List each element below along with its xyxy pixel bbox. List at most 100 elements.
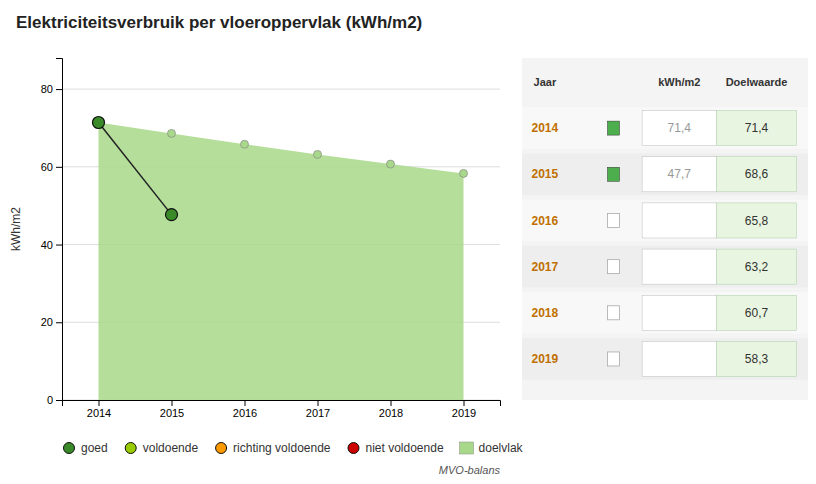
table-swatch <box>608 213 620 227</box>
legend: goed voldoende richting voldoende niet vold… <box>64 441 524 455</box>
y-tick: 0 <box>47 394 62 406</box>
y-axis: 0 20 40 60 80 <box>41 59 63 407</box>
y-tick-label: 60 <box>41 161 53 173</box>
table-swatch <box>608 121 620 135</box>
target-area <box>99 123 464 400</box>
legend-label: goed <box>81 441 108 455</box>
y-tick: 80 <box>41 83 62 95</box>
table-year: 2015 <box>532 167 559 181</box>
grid <box>62 89 500 400</box>
table-value-cell <box>642 249 716 284</box>
table-row <box>522 154 808 196</box>
y-tick-mark <box>56 245 62 246</box>
table-target: 58,3 <box>745 352 769 366</box>
legend-label: voldoende <box>143 441 199 455</box>
legend-label: richting voldoende <box>233 441 331 455</box>
series-line <box>99 123 172 215</box>
y-tick-label: 20 <box>41 316 53 328</box>
y-tick-label: 0 <box>47 394 53 406</box>
table-row <box>522 292 808 334</box>
legend-swatch <box>348 443 359 454</box>
y-tick: 20 <box>41 316 62 328</box>
y-tick-mark <box>56 89 62 90</box>
chart-root: Elektriciteitsverbruik per vloeroppervla… <box>0 0 816 484</box>
y-tick: 60 <box>41 161 62 173</box>
table-row <box>522 107 808 149</box>
y-tick-label: 80 <box>41 83 53 95</box>
y-tick-mark <box>56 167 62 168</box>
x-tick-mark <box>318 400 319 406</box>
legend-item: niet voldoende <box>348 441 444 455</box>
x-tick: 2018 <box>379 400 403 419</box>
legend-item: goed <box>64 441 108 455</box>
x-tick-mark <box>245 400 246 406</box>
series-point <box>166 209 178 221</box>
target-point <box>241 140 249 148</box>
y-tick: 40 <box>41 239 62 251</box>
table-header: kWh/m2 <box>658 76 700 88</box>
grid-line <box>62 89 500 90</box>
target-point <box>460 169 468 177</box>
table-value: 71,4 <box>668 121 692 135</box>
table-swatch <box>608 260 620 274</box>
y-tick-mark <box>56 400 62 401</box>
table-target-cell <box>716 295 796 330</box>
x-tick-label: 2018 <box>379 407 403 419</box>
legend-item: richting voldoende <box>216 441 331 455</box>
table-year: 2016 <box>532 214 559 228</box>
legend-swatch <box>64 443 75 454</box>
table-header: Jaar <box>534 76 557 88</box>
table: JaarkWh/m2Doelwaarde201471,471,4201547,7… <box>522 58 808 400</box>
y-axis-line <box>56 59 63 401</box>
x-tick-label: 2014 <box>87 407 111 419</box>
table-target: 68,6 <box>745 167 769 181</box>
table-target: 60,7 <box>745 306 769 320</box>
legend-swatch <box>216 443 227 454</box>
table-year: 2019 <box>532 352 559 366</box>
table-row <box>522 200 808 242</box>
table-value: 47,7 <box>668 167 692 181</box>
table-target-cell <box>716 157 796 192</box>
table-row <box>522 338 808 380</box>
table-row <box>522 246 808 288</box>
table-target-cell <box>716 341 796 376</box>
target-point <box>314 150 322 158</box>
marks <box>93 117 468 400</box>
legend-swatch <box>460 442 474 454</box>
annotation: MVO-balans <box>439 464 501 476</box>
title: Elektriciteitsverbruik per vloeroppervla… <box>16 13 422 32</box>
table-swatch <box>608 167 620 181</box>
table-swatch <box>608 306 620 320</box>
x-tick-mark <box>391 400 392 406</box>
x-tick-label: 2017 <box>306 407 330 419</box>
table-target-cell <box>716 111 796 146</box>
x-tick-mark <box>172 400 173 406</box>
x-tick: 2014 <box>87 400 111 419</box>
table-target-cell <box>716 203 796 238</box>
x-tick: 2017 <box>306 400 330 419</box>
target-point <box>387 160 395 168</box>
x-tick-label: 2015 <box>160 407 184 419</box>
x-tick-mark <box>464 400 465 406</box>
table-target: 65,8 <box>745 214 769 228</box>
legend-label: doelvlak <box>479 441 524 455</box>
x-axis-line <box>63 401 501 407</box>
x-tick-mark <box>99 400 100 406</box>
x-tick-label: 2019 <box>452 407 476 419</box>
x-tick: 2016 <box>233 400 257 419</box>
table-value-cell <box>642 203 716 238</box>
legend-item: voldoende <box>125 441 198 455</box>
table-header: Doelwaarde <box>726 76 788 88</box>
y-tick-mark <box>56 322 62 323</box>
table-value-cell <box>642 157 716 192</box>
target-point <box>168 129 176 137</box>
table-target-cell <box>716 249 796 284</box>
x-tick: 2019 <box>452 400 476 419</box>
table-year: 2018 <box>532 306 559 320</box>
table-swatch <box>608 352 620 366</box>
table-value-cell <box>642 111 716 146</box>
legend-swatch <box>125 443 136 454</box>
table-year: 2017 <box>532 260 559 274</box>
table-value-cell <box>642 341 716 376</box>
table-target: 63,2 <box>745 260 769 274</box>
